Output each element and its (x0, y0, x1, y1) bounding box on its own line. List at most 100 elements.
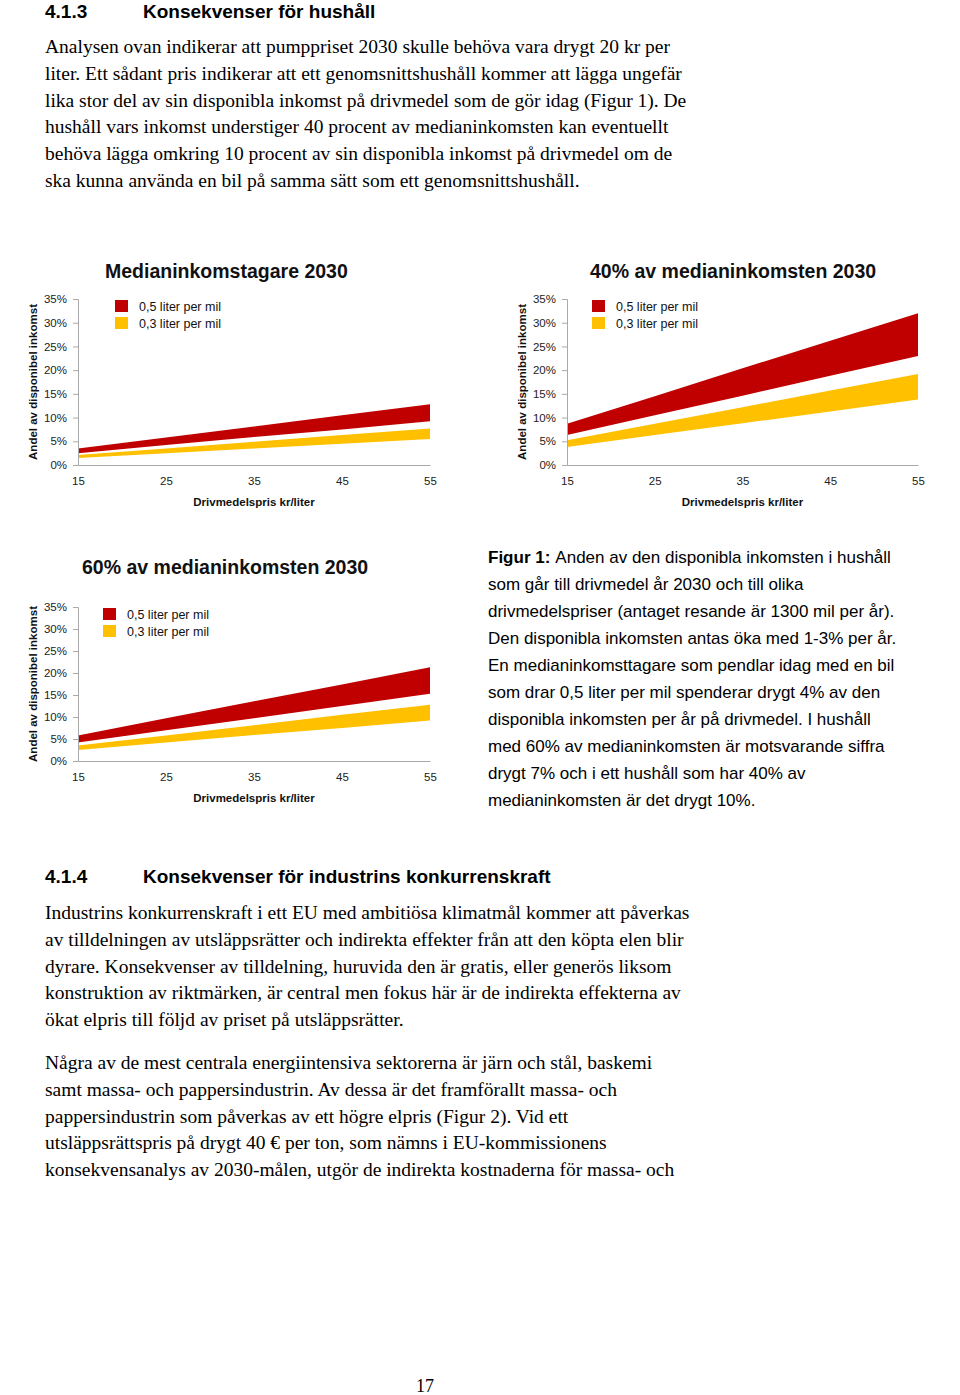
chart-title: 40% av medianinkomsten 2030 (590, 260, 876, 282)
caption-label: Figur 1: (488, 548, 550, 567)
y-tick-mark (73, 695, 78, 696)
chart: 0%5%10%15%20%25%30%35%152535455540% av m… (516, 260, 925, 508)
x-tick-label: 55 (424, 475, 437, 487)
y-tick-label: 25% (44, 341, 67, 353)
y-tick-mark (73, 717, 78, 718)
legend-swatch (592, 300, 605, 312)
caption-line: som går till drivmedel år 2030 och till … (488, 575, 804, 594)
x-axis: 15 25 35 45 55 (72, 761, 437, 783)
y-tick: 5% (539, 435, 567, 447)
paragraph-line: dyrare. Konsekvenser av tilldelning, hur… (45, 956, 672, 977)
x-tick-label: 25 (160, 475, 173, 487)
paragraph-line: behöva lägga omkring 10 procent av sin d… (45, 143, 672, 164)
x-axis-line (568, 465, 919, 466)
y-tick: 20% (44, 667, 78, 679)
caption-line: medianinkomsten är det drygt 10%. (488, 791, 755, 810)
y-tick-mark (73, 629, 78, 630)
area-band (567, 374, 918, 447)
y-tick-label: 20% (44, 667, 67, 679)
y-tick-label: 20% (533, 364, 556, 376)
chart-title: 60% av medianinkomsten 2030 (82, 556, 368, 578)
y-tick: 0% (50, 459, 78, 471)
x-axis-title: Drivmedelspris kr/liter (682, 496, 804, 508)
y-tick: 25% (44, 341, 78, 353)
x-tick: 55 (424, 465, 437, 487)
legend-swatch (115, 317, 128, 329)
caption-text: Anden av den disponibla inkomsten i hush… (555, 548, 891, 567)
y-tick-label: 15% (533, 388, 556, 400)
y-tick-mark (73, 761, 78, 762)
y-tick-mark (562, 370, 567, 371)
x-tick-label: 55 (912, 475, 925, 487)
y-axis-title: Andel av disponibel inkomst (27, 304, 39, 460)
x-axis-line (79, 465, 431, 466)
y-tick: 30% (533, 317, 567, 329)
x-tick-label: 25 (649, 475, 662, 487)
section-number: 4.1.3 (45, 1, 87, 22)
y-tick-label: 25% (533, 341, 556, 353)
y-axis: 0%5%10%15%20%25%30%35% (533, 293, 568, 471)
caption-line: drivmedelspriser (antaget resande är 130… (488, 602, 894, 621)
x-tick-label: 45 (336, 771, 349, 783)
x-tick: 55 (424, 761, 437, 783)
y-tick-mark (73, 607, 78, 608)
y-tick-label: 0% (539, 459, 556, 471)
y-tick-mark (73, 299, 78, 300)
plot-area (78, 404, 430, 458)
x-tick: 25 (160, 465, 173, 487)
caption-line: drygt 7% och i ett hushåll som har 40% a… (488, 764, 806, 783)
y-tick-label: 25% (44, 645, 67, 657)
area-band (78, 705, 430, 750)
x-tick: 15 (72, 761, 85, 783)
y-tick-label: 35% (44, 293, 67, 305)
y-tick: 5% (50, 435, 78, 447)
page-number: 17 (416, 1376, 434, 1395)
y-tick-label: 30% (533, 317, 556, 329)
legend: 0,5 liter per mil0,3 liter per mil (592, 300, 698, 331)
y-tick-mark (73, 323, 78, 324)
plot-area (78, 667, 430, 750)
y-tick-label: 35% (44, 601, 67, 613)
x-tick: 25 (160, 761, 173, 783)
area-band (78, 428, 430, 457)
y-tick: 20% (533, 364, 567, 376)
x-tick-label: 35 (248, 475, 261, 487)
x-tick: 15 (561, 465, 574, 487)
legend-swatch (592, 317, 605, 329)
y-tick: 30% (44, 623, 78, 635)
y-tick: 15% (533, 388, 567, 400)
paragraph-line: samt massa- och pappersindustrin. Av des… (45, 1079, 617, 1100)
y-tick-mark (562, 323, 567, 324)
y-tick-mark (73, 370, 78, 371)
paragraph-line: Analysen ovan indikerar att pumppriset 2… (45, 36, 670, 57)
legend-swatch (103, 608, 116, 620)
x-axis-title: Drivmedelspris kr/liter (193, 496, 315, 508)
x-tick-label: 15 (72, 475, 85, 487)
y-tick-mark (562, 346, 567, 347)
y-axis: 0%5%10%15%20%25%30%35% (44, 293, 79, 471)
y-tick: 35% (44, 601, 78, 613)
y-tick-mark (73, 651, 78, 652)
y-tick-mark (73, 441, 78, 442)
chart: 0%5%10%15%20%25%30%35%1525354555Medianin… (27, 260, 437, 508)
y-tick: 15% (44, 388, 78, 400)
paragraph-line: utsläppsrättspris på drygt 40 € per ton,… (45, 1132, 607, 1153)
y-tick-mark (562, 441, 567, 442)
x-tick: 35 (248, 761, 261, 783)
x-tick-label: 35 (737, 475, 750, 487)
paragraph-line: ska kunna använda en bil på samma sätt s… (45, 170, 580, 191)
y-tick-label: 30% (44, 623, 67, 635)
y-tick-mark (73, 394, 78, 395)
x-axis: 1525354555 (72, 465, 437, 487)
x-axis-line (79, 761, 431, 762)
x-tick-label: 15 (561, 475, 574, 487)
x-axis: 1525354555 (561, 465, 925, 487)
paragraph-line: liter. Ett sådant pris indikerar att ett… (45, 63, 682, 84)
paragraph-line: av tilldelningen av utsläppsrätter och i… (45, 929, 684, 950)
y-tick-label: 35% (533, 293, 556, 305)
legend-swatch (103, 625, 116, 637)
y-axis-line (73, 300, 79, 466)
paragraph-line: ökat elpris till följd av priset på utsl… (45, 1009, 404, 1030)
caption-line: En medianinkomsttagare som pendlar idag … (488, 656, 894, 675)
y-tick-mark (73, 673, 78, 674)
